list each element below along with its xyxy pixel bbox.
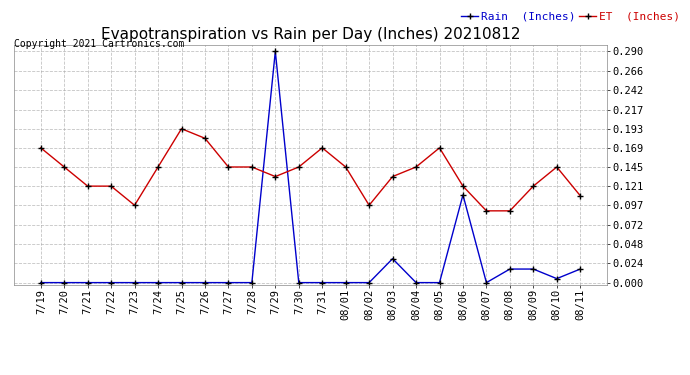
ET  (Inches)	[529, 184, 538, 188]
Text: Copyright 2021 Cartronics.com: Copyright 2021 Cartronics.com	[14, 39, 184, 50]
Rain  (Inches)	[201, 280, 209, 285]
ET  (Inches)	[482, 209, 491, 213]
Rain  (Inches)	[576, 267, 584, 271]
Rain  (Inches)	[154, 280, 162, 285]
Rain  (Inches)	[459, 193, 467, 197]
Rain  (Inches)	[342, 280, 350, 285]
ET  (Inches)	[201, 136, 209, 141]
Rain  (Inches)	[529, 267, 538, 271]
ET  (Inches)	[435, 146, 444, 150]
ET  (Inches)	[130, 203, 139, 207]
ET  (Inches)	[576, 194, 584, 198]
ET  (Inches)	[388, 174, 397, 179]
ET  (Inches)	[506, 209, 514, 213]
Rain  (Inches)	[365, 280, 373, 285]
ET  (Inches)	[224, 165, 233, 169]
ET  (Inches)	[459, 184, 467, 188]
Rain  (Inches)	[506, 267, 514, 271]
ET  (Inches)	[342, 165, 350, 169]
ET  (Inches)	[107, 184, 115, 188]
Rain  (Inches)	[60, 280, 68, 285]
Rain  (Inches)	[388, 256, 397, 261]
Legend: Rain  (Inches), ET  (Inches): Rain (Inches), ET (Inches)	[457, 8, 684, 26]
Rain  (Inches)	[177, 280, 186, 285]
Line: ET  (Inches): ET (Inches)	[37, 125, 584, 214]
ET  (Inches)	[60, 165, 68, 169]
ET  (Inches)	[295, 165, 303, 169]
Rain  (Inches)	[130, 280, 139, 285]
ET  (Inches)	[248, 165, 256, 169]
Rain  (Inches)	[412, 280, 420, 285]
ET  (Inches)	[177, 126, 186, 131]
Rain  (Inches)	[553, 276, 561, 281]
Rain  (Inches)	[37, 280, 45, 285]
Rain  (Inches)	[482, 280, 491, 285]
ET  (Inches)	[37, 146, 45, 150]
Rain  (Inches)	[435, 280, 444, 285]
Rain  (Inches)	[224, 280, 233, 285]
ET  (Inches)	[83, 184, 92, 188]
Rain  (Inches)	[295, 280, 303, 285]
Title: Evapotranspiration vs Rain per Day (Inches) 20210812: Evapotranspiration vs Rain per Day (Inch…	[101, 27, 520, 42]
Rain  (Inches)	[248, 280, 256, 285]
ET  (Inches)	[412, 165, 420, 169]
ET  (Inches)	[154, 165, 162, 169]
Rain  (Inches)	[107, 280, 115, 285]
ET  (Inches)	[365, 203, 373, 207]
ET  (Inches)	[318, 146, 326, 150]
Rain  (Inches)	[271, 49, 279, 54]
ET  (Inches)	[553, 165, 561, 169]
Rain  (Inches)	[83, 280, 92, 285]
ET  (Inches)	[271, 174, 279, 179]
Rain  (Inches)	[318, 280, 326, 285]
Line: Rain  (Inches): Rain (Inches)	[37, 48, 584, 286]
